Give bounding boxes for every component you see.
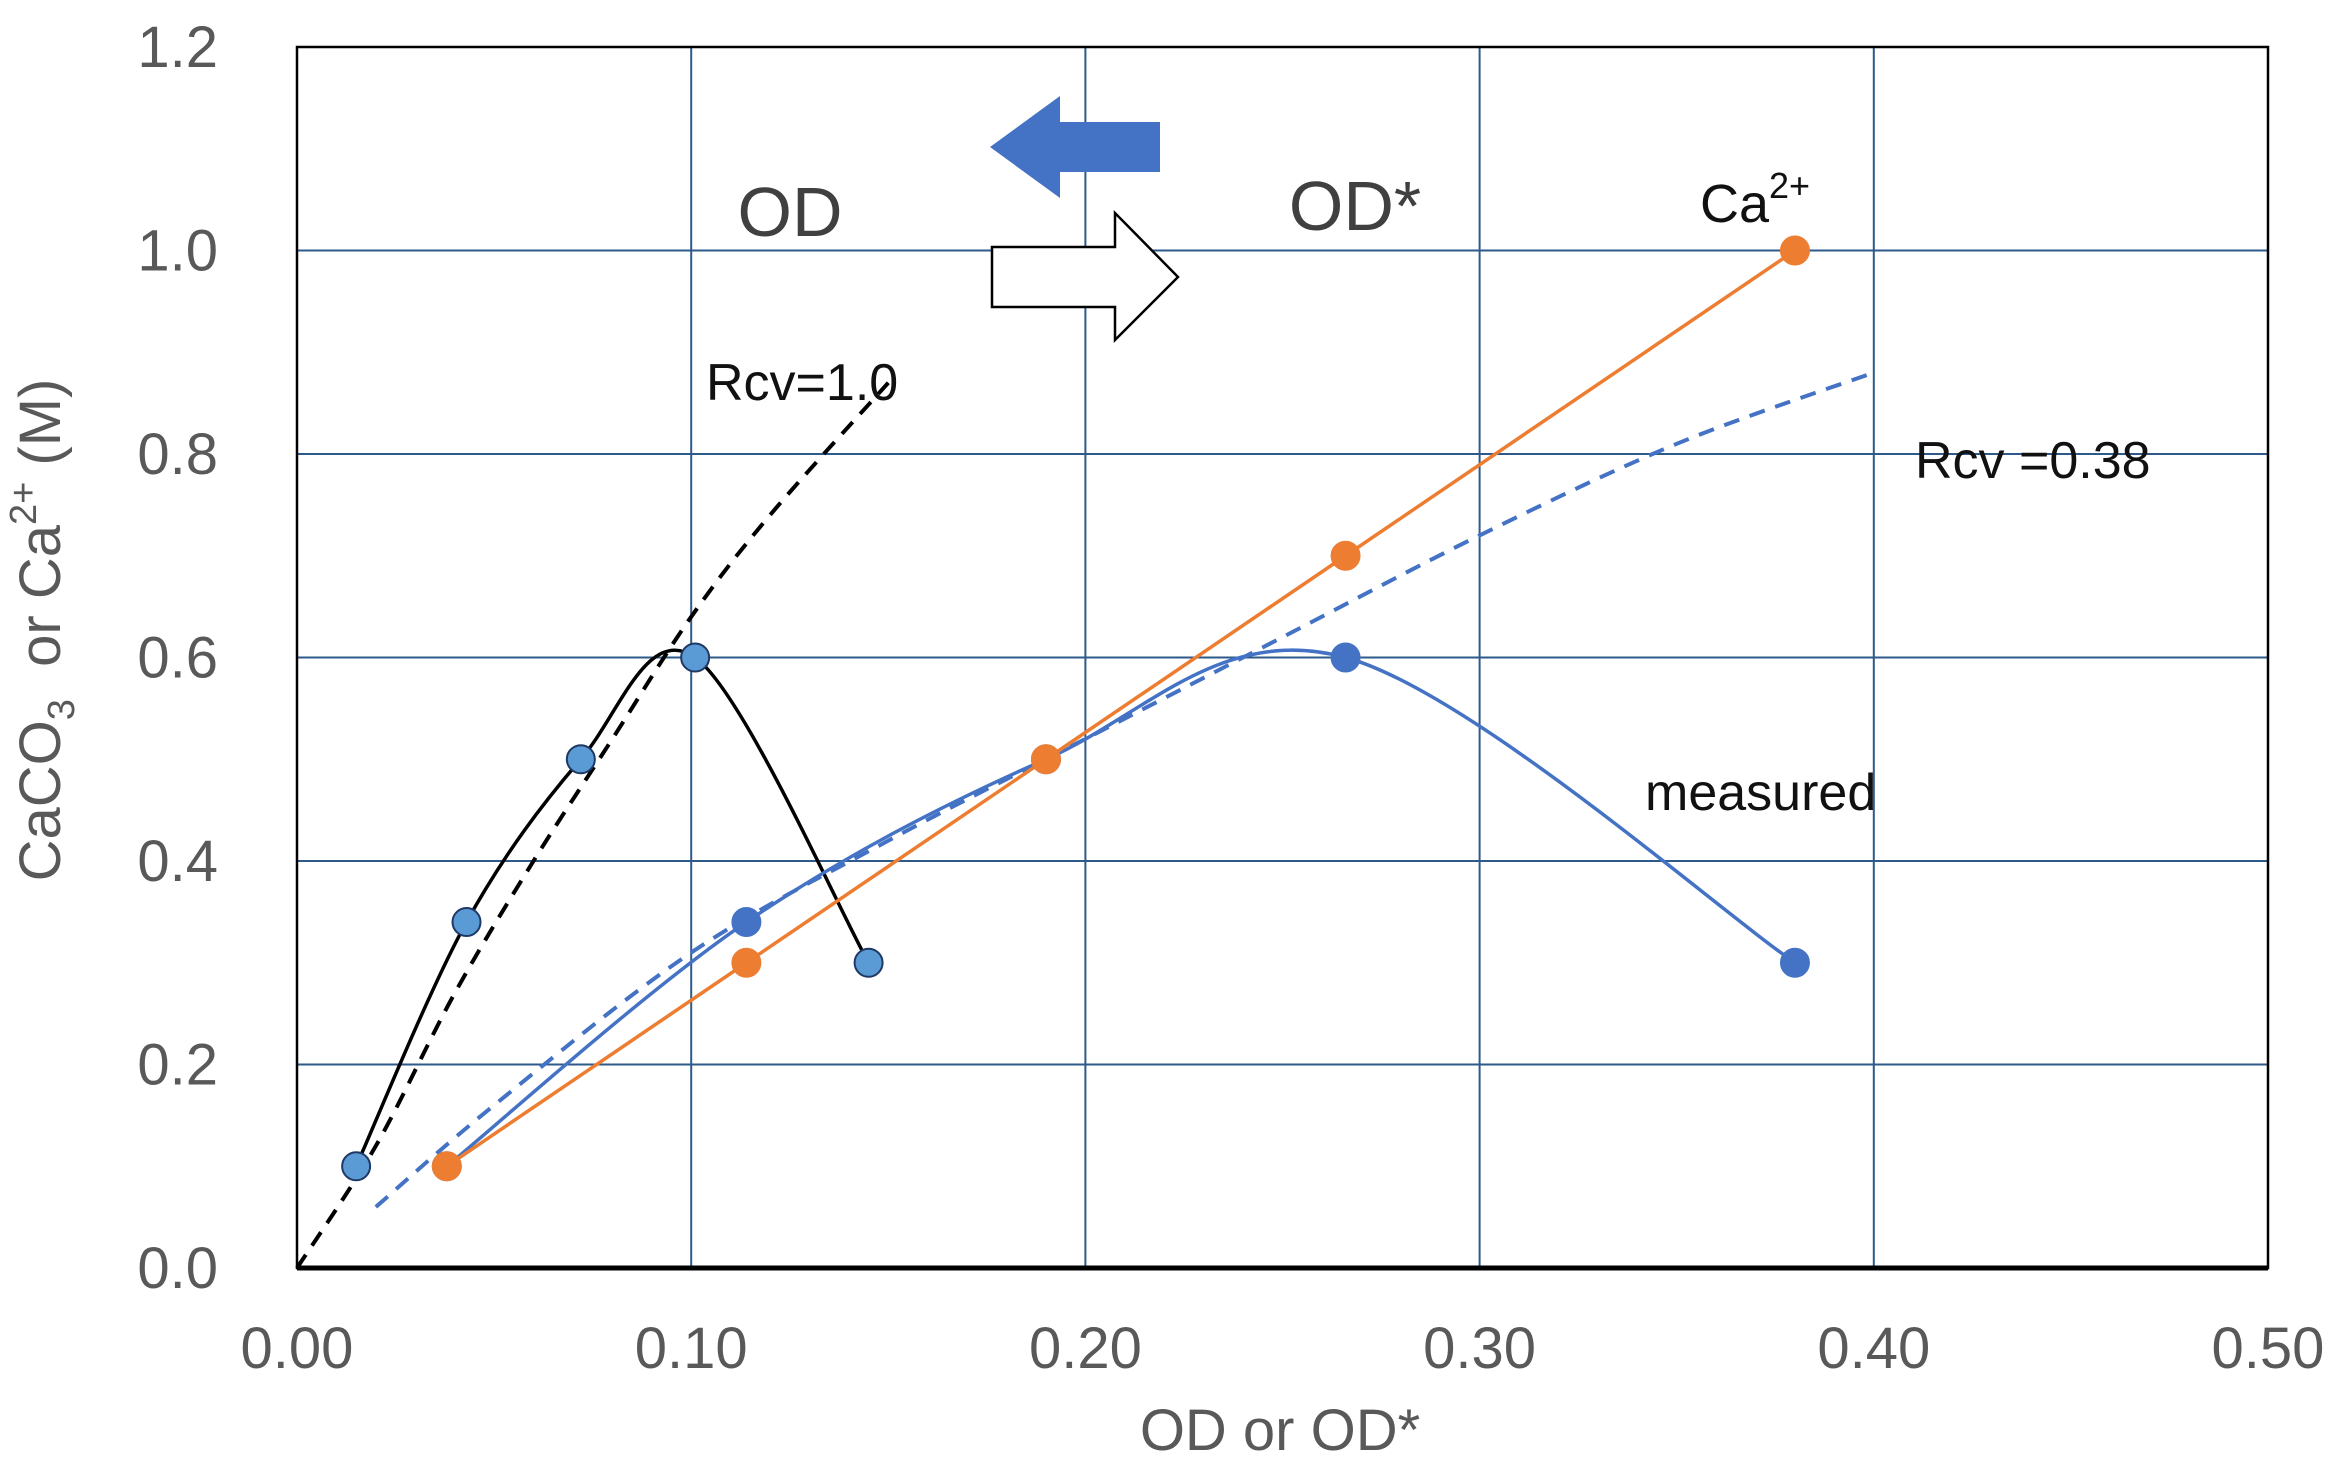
x-tick-label: 0.50 bbox=[2212, 1316, 2325, 1381]
data-point bbox=[1030, 744, 1061, 775]
data-point bbox=[341, 1151, 372, 1182]
y-tick-label: 1.2 bbox=[137, 15, 218, 80]
series-line bbox=[354, 648, 871, 1167]
tick-labels: 0.00 0.10 0.20 0.30 0.40 0.50 0.0 0.2 0.4 0.6 0.8 1… bbox=[137, 15, 2324, 1381]
label-od-star: OD* bbox=[1289, 167, 1421, 245]
y-tick-label: 1.0 bbox=[137, 219, 218, 284]
x-tick-label: 0.20 bbox=[1029, 1316, 1142, 1381]
data-point bbox=[853, 947, 884, 978]
y-tick-label: 0.0 bbox=[137, 1236, 218, 1301]
y-tick-label: 0.6 bbox=[137, 626, 218, 691]
fit-curve bbox=[295, 381, 890, 1270]
plot-frame bbox=[295, 45, 2270, 1271]
data-point bbox=[731, 907, 762, 938]
fit-curve bbox=[374, 370, 1875, 1209]
x-axis-title: OD or OD* bbox=[1140, 1398, 1420, 1463]
arrow-right-icon bbox=[990, 209, 1180, 344]
label-rcv-1: Rcv=1.0 bbox=[706, 354, 898, 412]
series-line bbox=[445, 648, 1796, 1168]
label-od: OD bbox=[738, 173, 843, 251]
data-point bbox=[1330, 540, 1361, 571]
y-tick-label: 0.4 bbox=[137, 829, 218, 894]
x-tick-label: 0.30 bbox=[1423, 1316, 1536, 1381]
label-rcv-038: Rcv =0.38 bbox=[1915, 432, 2151, 490]
x-tick-label: 0.10 bbox=[635, 1316, 748, 1381]
x-tick-label: 0.40 bbox=[1817, 1316, 1930, 1381]
data-point bbox=[731, 947, 762, 978]
data-point bbox=[565, 744, 596, 775]
data-point bbox=[431, 1151, 462, 1182]
data-point bbox=[1779, 947, 1810, 978]
y-tick-label: 0.8 bbox=[137, 422, 218, 487]
data-point bbox=[1779, 235, 1810, 266]
label-ca2plus: Ca2+ bbox=[1700, 165, 1810, 234]
arrow-left-icon bbox=[990, 96, 1160, 198]
gridlines bbox=[296, 46, 2269, 1269]
y-axis-title: CaCO3 or Ca2+ (M) bbox=[3, 379, 83, 882]
data-point bbox=[1330, 642, 1361, 673]
data-series bbox=[341, 235, 1810, 1182]
series-line bbox=[445, 249, 1796, 1168]
x-tick-label: 0.00 bbox=[241, 1316, 354, 1381]
data-point bbox=[680, 642, 711, 673]
y-tick-label: 0.2 bbox=[137, 1033, 218, 1098]
data-point bbox=[451, 907, 482, 938]
label-measured: measured bbox=[1645, 764, 1876, 822]
fit-curves bbox=[295, 370, 1875, 1270]
